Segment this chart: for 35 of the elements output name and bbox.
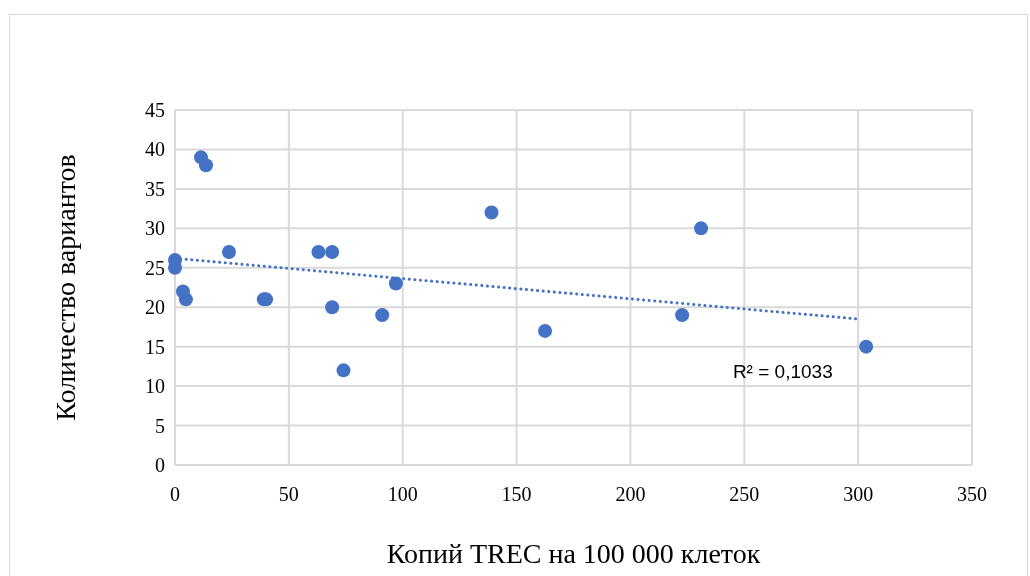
x-tick-label: 200	[615, 483, 646, 505]
point	[178, 292, 193, 307]
point	[859, 339, 874, 354]
point	[675, 308, 690, 323]
y-axis-title: Количество вариантов	[50, 154, 81, 421]
x-tick-label: 250	[729, 483, 760, 505]
point	[538, 323, 553, 338]
x-tick-label: 150	[501, 483, 532, 505]
point	[375, 308, 390, 323]
x-tick-label: 100	[387, 483, 418, 505]
x-axis-title: Копий TREC на 100 000 клеток	[386, 538, 761, 569]
y-tick-label: 45	[145, 99, 165, 121]
x-tick-label: 350	[957, 483, 987, 505]
x-tick-label: 50	[278, 483, 299, 505]
y-tick-label: 25	[145, 256, 165, 279]
point	[325, 300, 340, 315]
point	[336, 363, 351, 378]
y-tick-label: 15	[145, 335, 165, 358]
annotation: R² = 0,1033	[732, 361, 833, 383]
point	[221, 245, 236, 259]
point	[198, 158, 213, 173]
y-tick-label: 20	[145, 296, 165, 319]
x-tick-label: 300	[843, 483, 874, 505]
y-tick-label: 40	[145, 138, 165, 161]
point	[388, 276, 403, 291]
point	[694, 221, 709, 236]
y-tick-label: 35	[145, 177, 165, 200]
point	[484, 205, 499, 220]
y-tick-label: 30	[145, 217, 165, 240]
y-tick-label: 0	[155, 454, 165, 476]
point	[325, 245, 340, 259]
x-tick-label: 0	[170, 483, 180, 505]
point	[311, 245, 326, 259]
y-tick-label: 10	[145, 375, 165, 398]
y-tick-label: 5	[155, 414, 165, 437]
